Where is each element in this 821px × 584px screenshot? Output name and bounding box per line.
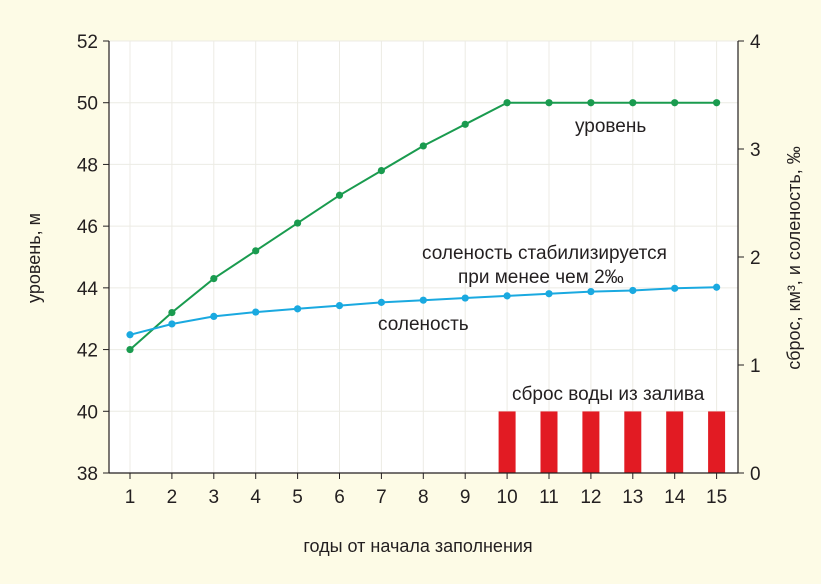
series-point [126, 331, 134, 339]
discharge-bar [666, 411, 684, 473]
series-point [545, 290, 553, 298]
y-left-tick-label: 52 [77, 32, 98, 53]
y-left-tick-label: 50 [77, 94, 98, 115]
x-tick-label: 5 [292, 487, 303, 508]
x-tick-label: 14 [664, 487, 686, 508]
annotation-salinity: соленость [378, 314, 469, 335]
series-point [419, 296, 427, 304]
x-tick-label: 11 [539, 487, 559, 508]
y-right-tick-label: 0 [750, 464, 761, 485]
series-point [545, 99, 553, 107]
series-point [168, 308, 176, 317]
x-tick-label: 3 [209, 487, 220, 508]
annotation-discharge: сброс воды из залива [512, 384, 705, 405]
series-point [461, 294, 469, 302]
y-right-tick-label: 3 [750, 140, 761, 161]
series-point [461, 120, 469, 128]
series-point [335, 302, 344, 310]
x-tick-label: 7 [376, 487, 387, 508]
y-right-tick-label: 2 [750, 248, 761, 269]
x-tick-label: 9 [460, 487, 471, 508]
series-point [671, 99, 679, 107]
series-point [210, 312, 218, 320]
x-tick-label: 13 [622, 487, 643, 508]
x-tick-label: 12 [580, 487, 601, 508]
series-point [210, 275, 218, 283]
series-point [713, 99, 721, 107]
series-point [671, 284, 679, 292]
series-point [503, 292, 511, 300]
annotation-level: уровень [575, 116, 646, 137]
y-left-tick-label: 38 [77, 464, 98, 485]
x-tick-label: 10 [497, 487, 518, 508]
series-point [419, 142, 427, 150]
x-tick-label: 15 [706, 487, 727, 508]
y-left-tick-label: 40 [77, 402, 98, 423]
x-tick-label: 1 [125, 487, 136, 508]
annotation-stabilizes-line1: соленость стабилизируется [422, 243, 667, 264]
discharge-bar [582, 411, 600, 473]
series-point [377, 298, 385, 306]
annotation-stabilizes-line2: при менее чем 2‰ [458, 267, 624, 288]
series-point [335, 191, 344, 199]
x-tick-label: 4 [250, 487, 261, 508]
y-right-tick-label: 4 [750, 32, 761, 53]
discharge-bar [708, 411, 726, 473]
series-point [629, 99, 637, 107]
y-left-tick-label: 44 [77, 279, 99, 300]
y-left-tick-label: 46 [77, 217, 98, 238]
y-right-tick-label: 1 [750, 356, 761, 377]
series-point [294, 305, 302, 313]
series-point [294, 219, 302, 227]
y-left-axis-title: уровень, м [24, 213, 44, 303]
y-left-tick-label: 48 [77, 155, 98, 176]
series-point [252, 247, 260, 255]
x-tick-label: 2 [167, 487, 178, 508]
discharge-bar [498, 411, 516, 473]
y-left-tick-label: 42 [77, 341, 98, 362]
series-point [126, 345, 134, 354]
discharge-bar [624, 411, 642, 473]
series-point [168, 320, 176, 328]
series-point [587, 287, 595, 296]
series-point [503, 99, 511, 107]
x-axis-title: годы от начала заполнения [303, 536, 532, 556]
series-point [587, 99, 595, 107]
x-tick-label: 6 [334, 487, 345, 508]
y-right-axis-title: сброс, км³, и соленость, ‰ [784, 146, 804, 370]
series-point [629, 286, 637, 295]
series-point [713, 283, 721, 291]
series-point [252, 308, 260, 316]
x-tick-label: 8 [418, 487, 429, 508]
series-point [377, 167, 385, 175]
discharge-bar [540, 411, 558, 473]
